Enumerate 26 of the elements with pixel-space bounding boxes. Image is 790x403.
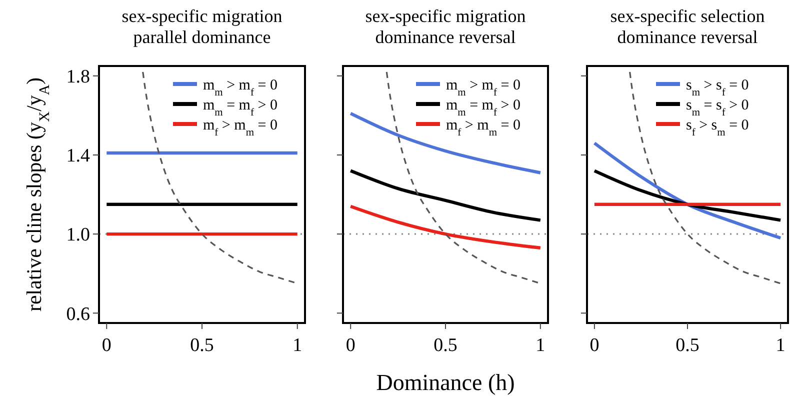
legend-label: s$_{m}$ > s$_{f}$ = 0 <box>686 77 749 98</box>
chart-title: sex-specific migration parallel dominance <box>122 6 282 47</box>
legend-label: m$_{m}$ = m$_{f}$ > 0 <box>446 97 520 118</box>
legend-label: m$_{m}$ = m$_{f}$ > 0 <box>203 97 278 118</box>
x-tick-label: 0.5 <box>676 335 700 356</box>
x-tick-label: 1 <box>292 335 302 356</box>
legend-label: m$_{f}$ > m$_{m}$ = 0 <box>446 117 520 138</box>
legend-label: m$_{f}$ > m$_{m}$ = 0 <box>203 117 278 138</box>
chart-title: sex-specific migration dominance reversal <box>365 6 526 47</box>
legend-label: m$_{m}$ > m$_{f}$ = 0 <box>203 77 278 98</box>
x-tick-label: 0 <box>102 335 112 356</box>
y-tick-label: 1.4 <box>66 146 90 167</box>
x-tick-label: 0 <box>590 335 600 356</box>
x-tick-label: 0 <box>346 335 356 356</box>
x-tick-label: 1 <box>536 335 546 356</box>
legend-label: s$_{m}$ = s$_{f}$ > 0 <box>686 97 749 118</box>
x-tick-label: 1 <box>776 335 786 356</box>
y-tick-label: 0.6 <box>66 304 90 325</box>
x-tick-label: 0.5 <box>190 335 214 356</box>
y-tick-label: 1.8 <box>66 66 90 88</box>
x-axis-title: Dominance (h) <box>376 370 515 395</box>
x-tick-label: 0.5 <box>434 335 458 356</box>
chart-title: sex-specific selection dominance reversal <box>610 6 765 47</box>
legend-label: m$_{m}$ > m$_{f}$ = 0 <box>446 77 520 98</box>
y-tick-label: 1.0 <box>66 224 90 246</box>
legend-label: s$_{f}$ > s$_{m}$ = 0 <box>686 117 749 138</box>
